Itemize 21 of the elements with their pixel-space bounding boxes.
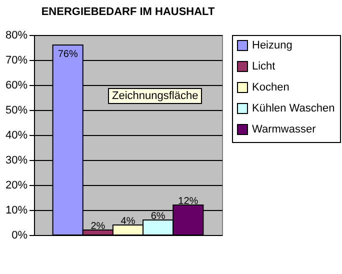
data-label: 12%: [178, 196, 198, 207]
tooltip-note: Zeichnungsfläche: [108, 88, 202, 104]
y-tick-label: 70%: [5, 54, 28, 66]
y-tick-label: 50%: [5, 104, 28, 116]
y-tick-label: 60%: [5, 80, 28, 92]
data-label: 2%: [90, 221, 106, 232]
legend-label: Kochen: [252, 82, 290, 94]
legend-label: Kühlen Waschen: [252, 102, 335, 114]
data-label: 76%: [58, 49, 78, 60]
y-tick-label: 20%: [5, 180, 28, 192]
data-label: 4%: [120, 216, 136, 227]
y-tick-label: 80%: [5, 30, 28, 42]
y-tick-label: 0%: [12, 230, 28, 242]
y-tick-label: 10%: [5, 204, 28, 216]
y-tick-label: 30%: [5, 154, 28, 166]
data-label: 6%: [150, 211, 166, 222]
chart-title: ENERGIEBEDARF IM HAUSHALT: [41, 6, 215, 18]
y-tick-label: 40%: [5, 130, 28, 142]
legend-label: Warmwasser: [252, 124, 316, 136]
legend-label: Licht: [252, 60, 276, 72]
legend-label: Heizung: [252, 40, 292, 52]
